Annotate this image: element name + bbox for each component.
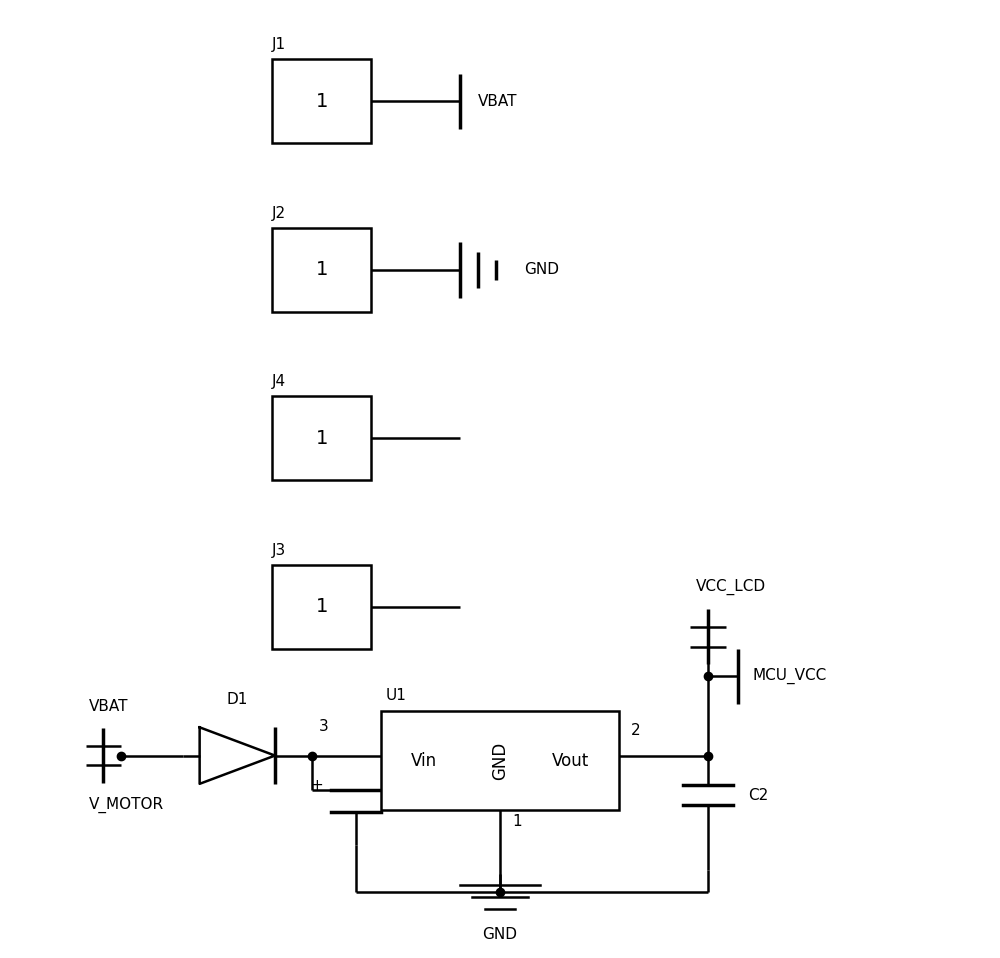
Text: VBAT: VBAT <box>478 94 518 109</box>
Text: 1: 1 <box>512 814 522 830</box>
Text: 2: 2 <box>631 722 640 738</box>
Text: VBAT: VBAT <box>89 699 128 714</box>
Text: 1: 1 <box>315 92 328 111</box>
Text: VCC_LCD: VCC_LCD <box>696 579 766 595</box>
Text: C2: C2 <box>748 787 768 803</box>
Bar <box>381 711 619 810</box>
Text: 1: 1 <box>315 429 328 447</box>
Text: J1: J1 <box>272 37 286 53</box>
Text: U1: U1 <box>386 688 407 703</box>
Text: GND: GND <box>491 741 509 780</box>
Text: +: + <box>311 778 324 793</box>
Text: J2: J2 <box>272 206 286 220</box>
Text: GND: GND <box>483 927 518 942</box>
Text: C1: C1 <box>393 793 413 809</box>
Bar <box>272 59 371 144</box>
Text: D1: D1 <box>227 693 248 708</box>
Bar <box>272 228 371 312</box>
Text: 3: 3 <box>319 718 328 734</box>
Text: J4: J4 <box>272 375 286 389</box>
Bar <box>272 397 371 481</box>
Text: 1: 1 <box>315 261 328 280</box>
Bar <box>272 565 371 649</box>
Text: J3: J3 <box>272 543 286 558</box>
Text: 1: 1 <box>315 598 328 616</box>
Text: Vout: Vout <box>552 751 589 769</box>
Text: V_MOTOR: V_MOTOR <box>89 797 164 813</box>
Text: Vin: Vin <box>411 751 437 769</box>
Text: GND: GND <box>524 262 559 277</box>
Text: MCU_VCC: MCU_VCC <box>753 668 827 684</box>
